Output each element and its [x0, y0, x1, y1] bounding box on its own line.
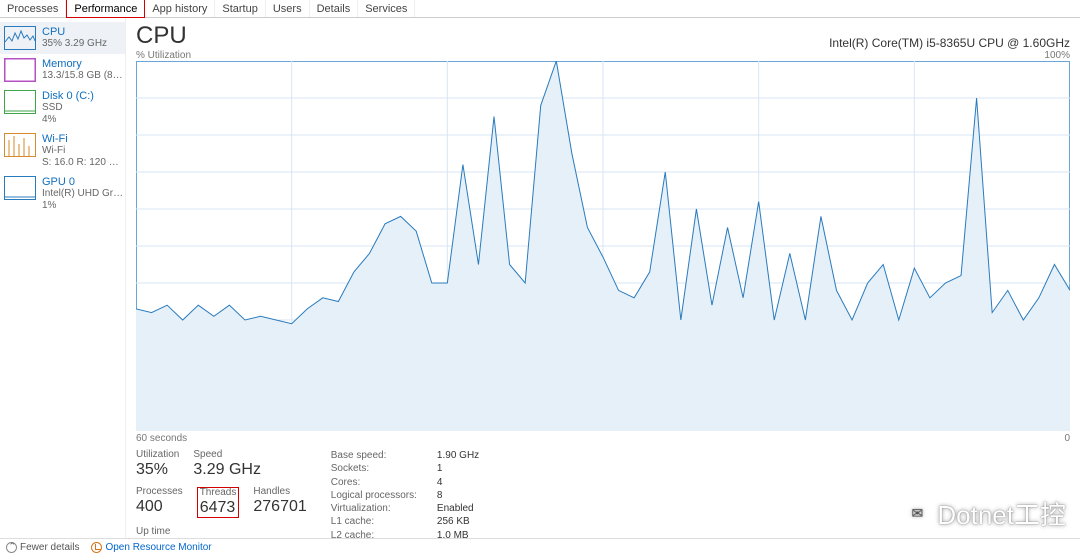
sidebar-item-wi-fi[interactable]: Wi-FiWi-FiS: 16.0 R: 120 Kbps: [0, 129, 125, 172]
stat-value: 6473: [200, 498, 237, 517]
spec-key: L1 cache:: [331, 516, 417, 528]
x-axis-labels: 60 seconds 0: [136, 433, 1074, 444]
spec-value: Enabled: [437, 503, 479, 515]
tab-users[interactable]: Users: [266, 0, 310, 17]
stat-utilization: Utilization35%: [136, 450, 179, 479]
sidebar-item-sub1: Wi-Fi: [42, 145, 124, 157]
sidebar-item-gpu-0[interactable]: GPU 0Intel(R) UHD Grap...1%: [0, 172, 125, 215]
sidebar-item-sub2: S: 16.0 R: 120 Kbps: [42, 157, 124, 169]
spec-key: Base speed:: [331, 450, 417, 462]
sidebar-item-title: Wi-Fi: [42, 133, 124, 145]
stat-value: 35%: [136, 460, 179, 479]
stat-label: Processes: [136, 487, 183, 497]
sidebar-item-title: CPU: [42, 26, 107, 38]
sidebar-item-sub1: 13.3/15.8 GB (84%): [42, 70, 124, 82]
spec-value: 8: [437, 490, 479, 502]
stat-label: Handles: [253, 487, 306, 497]
stat-processes: Processes400: [136, 487, 183, 518]
tab-performance[interactable]: Performance: [66, 0, 145, 18]
thumb-icon: [4, 176, 36, 200]
cpu-utilization-chart: [136, 61, 1070, 431]
sidebar-item-sub1: Intel(R) UHD Grap...: [42, 188, 124, 200]
sidebar-item-disk-0-c-[interactable]: Disk 0 (C:)SSD4%: [0, 86, 125, 129]
spec-key: Logical processors:: [331, 490, 417, 502]
stat-value: 400: [136, 497, 183, 516]
chevron-up-icon: [6, 542, 17, 553]
tab-startup[interactable]: Startup: [215, 0, 265, 17]
stat-value: 276701: [253, 497, 306, 516]
page-title: CPU: [136, 22, 187, 50]
resource-monitor-icon: [91, 542, 102, 553]
content-header: CPU Intel(R) Core(TM) i5-8365U CPU @ 1.6…: [136, 22, 1074, 50]
main-area: CPU35% 3.29 GHzMemory13.3/15.8 GB (84%)D…: [0, 18, 1080, 538]
sidebar-item-sub2: 1%: [42, 200, 124, 212]
tab-services[interactable]: Services: [358, 0, 415, 17]
sidebar-item-title: Disk 0 (C:): [42, 90, 94, 102]
chart-container: [136, 61, 1074, 431]
y-axis-right: 100%: [1044, 50, 1070, 61]
sidebar: CPU35% 3.29 GHzMemory13.3/15.8 GB (84%)D…: [0, 18, 126, 538]
thumb-icon: [4, 90, 36, 114]
spec-value: 1: [437, 463, 479, 475]
spec-value: 4: [437, 477, 479, 489]
stat-handles: Handles276701: [253, 487, 306, 518]
x-axis-right: 0: [1064, 433, 1070, 444]
tab-app-history[interactable]: App history: [145, 0, 215, 17]
stat-speed: Speed3.29 GHz: [193, 450, 261, 479]
content: CPU Intel(R) Core(TM) i5-8365U CPU @ 1.6…: [126, 18, 1080, 538]
spec-key: Cores:: [331, 477, 417, 489]
spec-value: 256 KB: [437, 516, 479, 528]
sidebar-item-cpu[interactable]: CPU35% 3.29 GHz: [0, 22, 125, 54]
sidebar-item-sub1: 35% 3.29 GHz: [42, 38, 107, 50]
stat-label: Threads: [200, 488, 237, 498]
tab-details[interactable]: Details: [310, 0, 359, 17]
uptime-label: Up time: [136, 526, 307, 537]
fewer-details-link[interactable]: Fewer details: [6, 542, 79, 553]
stat-label: Speed: [193, 450, 261, 460]
tab-processes[interactable]: Processes: [0, 0, 66, 17]
open-resource-monitor-link[interactable]: Open Resource Monitor: [91, 542, 211, 553]
sidebar-item-sub1: SSD: [42, 102, 94, 114]
stat-label: Utilization: [136, 450, 179, 460]
sidebar-item-sub2: 4%: [42, 114, 94, 126]
spec-key: Virtualization:: [331, 503, 417, 515]
footer: Fewer details Open Resource Monitor: [0, 538, 1080, 556]
tab-bar: ProcessesPerformanceApp historyStartupUs…: [0, 0, 1080, 18]
spec-value: 1.90 GHz: [437, 450, 479, 462]
spec-key: Sockets:: [331, 463, 417, 475]
thumb-icon: [4, 133, 36, 157]
sidebar-item-title: GPU 0: [42, 176, 124, 188]
sidebar-item-title: Memory: [42, 58, 124, 70]
cpu-model-name: Intel(R) Core(TM) i5-8365U CPU @ 1.60GHz: [829, 36, 1070, 50]
thumb-icon: [4, 26, 36, 50]
stat-value: 3.29 GHz: [193, 460, 261, 479]
y-axis-left: % Utilization: [136, 50, 191, 61]
x-axis-left: 60 seconds: [136, 433, 187, 444]
thumb-icon: [4, 58, 36, 82]
y-axis-labels: % Utilization 100%: [136, 50, 1074, 61]
sidebar-item-memory[interactable]: Memory13.3/15.8 GB (84%): [0, 54, 125, 86]
stat-threads: Threads6473: [197, 487, 240, 518]
